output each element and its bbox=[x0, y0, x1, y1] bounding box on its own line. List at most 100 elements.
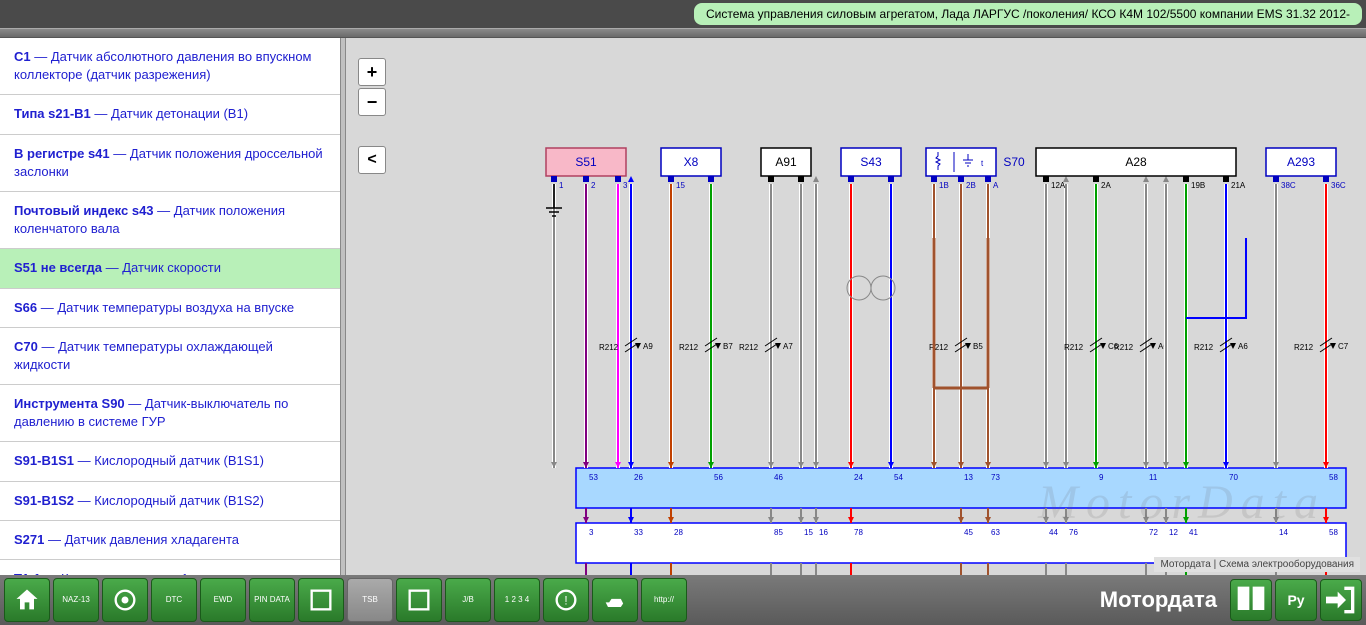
sidebar-desc: Датчик детонации (В1) bbox=[111, 106, 248, 121]
footer-btn-tsb[interactable]: TSB bbox=[347, 578, 393, 622]
footer-btn-ewd[interactable]: EWD bbox=[200, 578, 246, 622]
footer-btn-num[interactable]: 1 2 3 4 bbox=[494, 578, 540, 622]
svg-text:54: 54 bbox=[894, 473, 903, 482]
svg-text:44: 44 bbox=[1049, 528, 1058, 537]
svg-text:S51: S51 bbox=[575, 155, 597, 169]
footer-btn-check[interactable] bbox=[298, 578, 344, 622]
footer-btn-home[interactable] bbox=[4, 578, 50, 622]
sidebar-item-0[interactable]: С1 — Датчик абсолютного давления во впус… bbox=[0, 38, 340, 95]
footer-btn-gear[interactable] bbox=[102, 578, 148, 622]
sidebar-desc: Катушка зажигания 1 bbox=[61, 571, 189, 575]
svg-text:70: 70 bbox=[1229, 473, 1238, 482]
svg-text:13: 13 bbox=[964, 473, 973, 482]
svg-text:76: 76 bbox=[1069, 528, 1078, 537]
sidebar-code: В регистре s41 bbox=[14, 146, 110, 161]
svg-text:58: 58 bbox=[1329, 528, 1338, 537]
svg-text:72: 72 bbox=[1149, 528, 1158, 537]
footer-btn-jb[interactable]: J/B bbox=[445, 578, 491, 622]
sidebar-desc: Датчик скорости bbox=[122, 260, 221, 275]
svg-text:46: 46 bbox=[774, 473, 783, 482]
sidebar-desc: Датчик давления хладагента bbox=[65, 532, 239, 547]
svg-text:19B: 19B bbox=[1191, 181, 1205, 190]
sidebar-code: S271 bbox=[14, 532, 44, 547]
sidebar-code: Типа s21-В1 bbox=[14, 106, 91, 121]
svg-text:A7: A7 bbox=[783, 342, 793, 351]
sidebar-item-5[interactable]: S66 — Датчик температуры воздуха на впус… bbox=[0, 289, 340, 328]
sidebar-item-2[interactable]: В регистре s41 — Датчик положения дроссе… bbox=[0, 135, 340, 192]
svg-text:2B: 2B bbox=[966, 181, 976, 190]
footer-btn-dtc[interactable]: DTC bbox=[151, 578, 197, 622]
wiring-diagram-svg[interactable]: 5332633R212A92856R212B74685R212A71516247… bbox=[346, 38, 1366, 575]
svg-text:12A: 12A bbox=[1051, 181, 1066, 190]
svg-text:A28: A28 bbox=[1125, 155, 1147, 169]
header-bar: Система управления силовым агрегатом, Ла… bbox=[0, 0, 1366, 28]
footer-btn-pin[interactable]: PIN DATA bbox=[249, 578, 295, 622]
sidebar-desc: Датчик температуры воздуха на впуске bbox=[57, 300, 294, 315]
sidebar-code: T1-1 bbox=[14, 571, 41, 575]
zoom-controls: + − < bbox=[358, 58, 386, 174]
svg-text:A: A bbox=[993, 181, 999, 190]
svg-text:C7: C7 bbox=[1338, 342, 1349, 351]
svg-text:36C: 36C bbox=[1331, 181, 1346, 190]
svg-text:24: 24 bbox=[854, 473, 863, 482]
sidebar-item-6[interactable]: C70 — Датчик температуры охлаждающей жид… bbox=[0, 328, 340, 385]
sidebar-item-9[interactable]: S91-B1S2 — Кислородный датчик (B1S2) bbox=[0, 482, 340, 521]
zoom-out-button[interactable]: − bbox=[358, 88, 386, 116]
svg-text:3: 3 bbox=[623, 181, 628, 190]
sidebar-code: Почтовый индекс s43 bbox=[14, 203, 154, 218]
footer-btn-http[interactable]: http:// bbox=[641, 578, 687, 622]
svg-text:X8: X8 bbox=[684, 155, 699, 169]
sidebar-item-3[interactable]: Почтовый индекс s43 — Датчик положения к… bbox=[0, 192, 340, 249]
svg-text:78: 78 bbox=[854, 528, 863, 537]
sidebar-code: S66 bbox=[14, 300, 37, 315]
svg-text:28: 28 bbox=[674, 528, 683, 537]
footer-right-book[interactable] bbox=[1230, 579, 1272, 621]
footer-btn-brake[interactable]: ! bbox=[543, 578, 589, 622]
svg-text:58: 58 bbox=[1329, 473, 1338, 482]
svg-text:A293: A293 bbox=[1287, 155, 1315, 169]
sidebar-item-11[interactable]: T1-1 — Катушка зажигания 1 bbox=[0, 560, 340, 575]
svg-text:A9: A9 bbox=[643, 342, 653, 351]
collapse-sidebar-button[interactable]: < bbox=[358, 146, 386, 174]
sidebar-item-8[interactable]: S91-B1S1 — Кислородный датчик (B1S1) bbox=[0, 442, 340, 481]
sidebar-item-4[interactable]: S51 не всегда — Датчик скорости bbox=[0, 249, 340, 288]
svg-text:85: 85 bbox=[774, 528, 783, 537]
svg-text:56: 56 bbox=[714, 473, 723, 482]
zoom-in-button[interactable]: + bbox=[358, 58, 386, 86]
svg-text:14: 14 bbox=[1279, 528, 1288, 537]
sidebar-code: С1 bbox=[14, 49, 31, 64]
footer-btn-oil[interactable] bbox=[592, 578, 638, 622]
svg-text:A91: A91 bbox=[775, 155, 797, 169]
sidebar-item-1[interactable]: Типа s21-В1 — Датчик детонации (В1) bbox=[0, 95, 340, 134]
svg-text:15: 15 bbox=[676, 181, 685, 190]
svg-text:R212: R212 bbox=[1064, 343, 1084, 352]
sidebar-code: C70 bbox=[14, 339, 38, 354]
svg-text:R212: R212 bbox=[679, 343, 699, 352]
svg-text:16: 16 bbox=[819, 528, 828, 537]
svg-text:2A: 2A bbox=[1101, 181, 1111, 190]
svg-text:S70: S70 bbox=[1003, 155, 1025, 169]
svg-text:73: 73 bbox=[991, 473, 1000, 482]
svg-text:B7: B7 bbox=[723, 342, 733, 351]
svg-text:3: 3 bbox=[589, 528, 594, 537]
svg-text:41: 41 bbox=[1189, 528, 1198, 537]
sidebar-desc: Кислородный датчик (B1S1) bbox=[94, 453, 264, 468]
svg-text:2: 2 bbox=[591, 181, 596, 190]
svg-text:1B: 1B bbox=[939, 181, 949, 190]
sidebar-item-7[interactable]: Инструмента S90 — Датчик-выключатель по … bbox=[0, 385, 340, 442]
svg-text:53: 53 bbox=[589, 473, 598, 482]
sidebar-item-10[interactable]: S271 — Датчик давления хладагента bbox=[0, 521, 340, 560]
footer-btn-id[interactable]: NAZ-13 bbox=[53, 578, 99, 622]
svg-text:45: 45 bbox=[964, 528, 973, 537]
svg-text:B5: B5 bbox=[973, 342, 983, 351]
footer-right-lang[interactable]: Ру bbox=[1275, 579, 1317, 621]
footer-right-exit[interactable] bbox=[1320, 579, 1362, 621]
svg-text:!: ! bbox=[564, 595, 567, 608]
sidebar-desc: Датчик абсолютного давления во впускном … bbox=[14, 49, 312, 82]
sidebar-code: S91-B1S2 bbox=[14, 493, 74, 508]
sidebar[interactable]: С1 — Датчик абсолютного давления во впус… bbox=[0, 38, 340, 575]
diagram-area[interactable]: + − < 5332633R212A92856R212B74685R212A71… bbox=[346, 38, 1366, 575]
sidebar-desc: Кислородный датчик (B1S2) bbox=[94, 493, 264, 508]
footer-btn-loc[interactable] bbox=[396, 578, 442, 622]
header-title: Система управления силовым агрегатом, Ла… bbox=[694, 3, 1362, 25]
